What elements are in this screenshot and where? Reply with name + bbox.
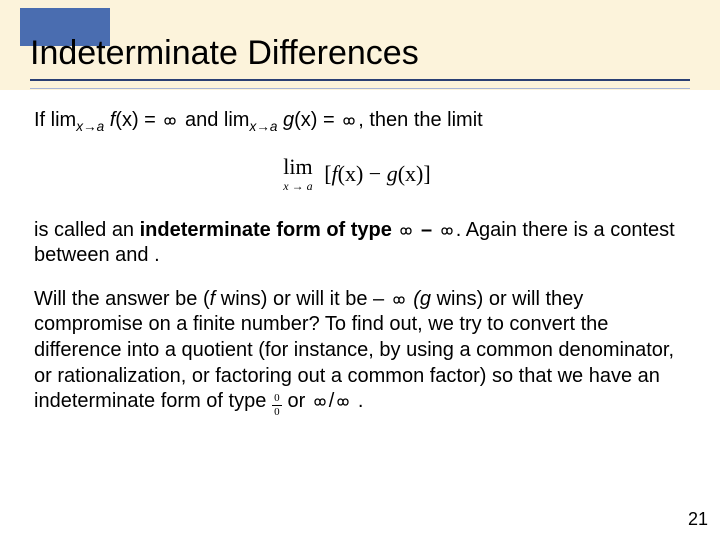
text: If lim	[34, 109, 76, 131]
infinity-icon	[334, 396, 352, 408]
paragraph-3: Will the answer be (f wins) or will it b…	[34, 287, 680, 418]
text: (x) =	[294, 109, 340, 131]
slide-title: Indeterminate Differences	[30, 34, 419, 73]
paragraph-1: If limx→a f(x) = and limx→a g(x) = , the…	[34, 108, 680, 134]
text: (x)	[398, 161, 424, 186]
bold-text: indeterminate form of type	[140, 219, 398, 241]
text: , then the limit	[358, 109, 483, 131]
infinity-icon	[311, 396, 329, 408]
text: and lim	[179, 109, 249, 131]
limit-operator: lim x → a	[283, 156, 312, 192]
g-symbol: g	[387, 161, 398, 186]
infinity-icon	[390, 294, 408, 306]
lim-subscript: x → a	[283, 180, 312, 192]
bracket-open: [	[324, 161, 331, 186]
subscript: x→a	[249, 119, 277, 134]
display-formula: lim x → a [f(x) − g(x)]	[34, 156, 680, 192]
text: wins) or will it be –	[215, 288, 390, 310]
header-rule-dark	[30, 79, 690, 81]
infinity-icon	[438, 225, 456, 237]
text-italic: f	[104, 109, 115, 131]
text: Will the answer be (	[34, 288, 210, 310]
text: (x) =	[115, 109, 161, 131]
text-italic: g	[277, 109, 294, 131]
text: (x) −	[338, 161, 387, 186]
text: .	[352, 390, 363, 412]
text: or	[282, 390, 311, 412]
lim-text: lim	[283, 156, 312, 178]
infinity-icon	[161, 115, 179, 127]
zero-over-zero-icon: 00	[272, 393, 282, 418]
bracket-close: ]	[423, 161, 430, 186]
header-rule-light	[30, 88, 690, 89]
formula-expression: [f(x) − g(x)]	[324, 161, 431, 186]
subscript: x→a	[76, 119, 104, 134]
bold-text: –	[415, 219, 437, 241]
page-number: 21	[688, 509, 708, 530]
slide-body: If limx→a f(x) = and limx→a g(x) = , the…	[34, 108, 680, 418]
text: is called an	[34, 219, 140, 241]
text-italic: (g	[408, 288, 431, 310]
infinity-icon	[397, 225, 415, 237]
paragraph-2: is called an indeterminate form of type …	[34, 218, 680, 269]
infinity-icon	[340, 115, 358, 127]
